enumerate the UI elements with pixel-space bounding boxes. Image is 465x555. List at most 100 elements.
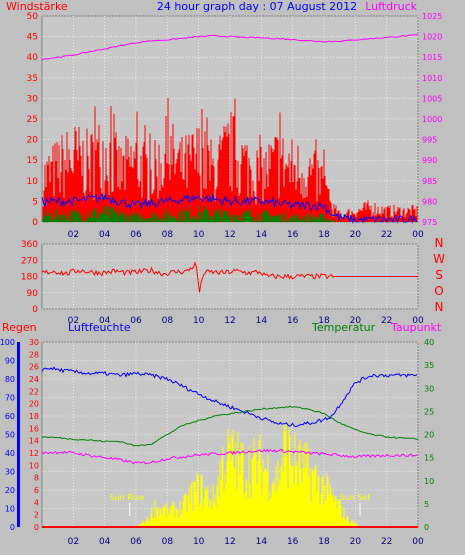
rain-tick-label: 26	[29, 363, 39, 372]
direction-time-tick: 16	[287, 316, 299, 326]
wind-tick-label: 5	[32, 197, 38, 207]
sun-set-label: Sun Set	[340, 493, 371, 502]
direction-tick-label: 90	[27, 289, 39, 299]
temperature-tick-label: 0	[424, 523, 429, 532]
climate-time-tick: 14	[256, 537, 268, 547]
temperature-tick-label: 25	[424, 407, 434, 416]
rain-tick-label: 0	[34, 523, 39, 532]
humidity-tick-label: 0	[10, 523, 15, 532]
wind-time-tick: 08	[162, 230, 174, 240]
direction-tick-label: 0	[32, 305, 38, 315]
wind-time-tick: 06	[130, 230, 142, 240]
sun-rise-label: Sun Rise	[109, 493, 144, 502]
humidity-tick-label: 70	[5, 394, 15, 403]
direction-tick-label: 360	[21, 240, 38, 250]
pressure-tick-label: 985	[422, 177, 437, 186]
wind-time-tick: 22	[381, 230, 392, 240]
rain-tick-label: 16	[29, 424, 39, 433]
direction-time-tick: 04	[99, 316, 111, 326]
temperature-tick-label: 10	[424, 477, 434, 486]
direction-compass-letter: N	[435, 300, 444, 314]
rain-tick-label: 4	[34, 498, 39, 507]
rain-tick-label: 10	[29, 461, 39, 470]
direction-compass-letter: N	[435, 236, 444, 250]
wind-time-tick: 00	[412, 230, 424, 240]
humidity-axis-bar	[17, 342, 20, 527]
wind-time-tick: 12	[224, 230, 235, 240]
temperature-tick-label: 15	[424, 454, 434, 463]
humidity-tick-label: 90	[5, 357, 15, 366]
climate-time-tick: 06	[130, 537, 142, 547]
humidity-tick-label: 80	[5, 375, 15, 384]
rain-tick-label: 22	[29, 387, 39, 396]
rain-tick-label: 8	[34, 474, 39, 483]
direction-compass-letter: S	[435, 268, 443, 282]
temperature-line	[41, 405, 419, 447]
rain-tick-label: 14	[29, 437, 39, 446]
pressure-tick-label: 1020	[422, 33, 442, 42]
direction-time-tick: 00	[412, 316, 424, 326]
pressure-line	[41, 34, 419, 61]
wind-time-tick: 14	[256, 230, 268, 240]
climate-time-tick: 02	[68, 537, 79, 547]
rain-tick-label: 20	[29, 400, 39, 409]
chart-title: 24 hour graph day : 07 August 2012	[157, 0, 357, 13]
temperature-tick-label: 5	[424, 500, 429, 509]
wind-tick-label: 50	[27, 12, 39, 22]
pressure-tick-label: 990	[422, 156, 437, 165]
pressure-axis-title: Luftdruck	[365, 0, 417, 13]
direction-time-tick: 22	[381, 316, 392, 326]
wind-tick-label: 45	[27, 33, 38, 43]
wind-time-tick: 16	[287, 230, 299, 240]
wind-tick-label: 10	[27, 177, 39, 187]
humidity-tick-label: 60	[5, 412, 15, 421]
temperature-tick-label: 35	[424, 361, 434, 370]
humidity-line	[41, 366, 418, 428]
direction-time-tick: 14	[256, 316, 268, 326]
wind-time-tick: 02	[68, 230, 79, 240]
dewpoint-axis-title: Taupunkt	[390, 321, 442, 334]
humidity-tick-label: 100	[0, 338, 15, 347]
rain-tick-label: 18	[29, 412, 39, 421]
direction-tick-label: 270	[21, 256, 38, 266]
direction-time-tick: 12	[224, 316, 235, 326]
wind-tick-label: 30	[27, 94, 39, 104]
wind-time-tick: 18	[318, 230, 330, 240]
direction-tick-label: 180	[21, 273, 38, 283]
rain-tick-label: 12	[29, 449, 39, 458]
humidity-tick-label: 50	[5, 431, 15, 440]
wind-time-tick: 10	[193, 230, 205, 240]
humidity-tick-label: 20	[5, 486, 15, 495]
pressure-tick-label: 1000	[422, 115, 442, 124]
rain-tick-label: 30	[29, 338, 39, 347]
wind-average-line	[41, 193, 418, 224]
pressure-tick-label: 975	[422, 218, 437, 227]
direction-time-tick: 08	[162, 316, 174, 326]
humidity-axis-title: Luftfeuchte	[68, 321, 131, 334]
humidity-tick-label: 40	[5, 449, 15, 458]
wind-tick-label: 40	[27, 53, 39, 63]
wind-time-tick: 04	[99, 230, 111, 240]
sun-series	[134, 424, 361, 527]
wind-tick-label: 15	[27, 156, 38, 166]
wind-tick-label: 35	[27, 74, 38, 84]
climate-time-tick: 22	[381, 537, 392, 547]
pressure-tick-label: 980	[422, 197, 437, 206]
wind-time-tick: 20	[350, 230, 362, 240]
direction-compass-letter: O	[434, 284, 443, 298]
direction-compass-letter: W	[433, 252, 445, 266]
climate-time-tick: 04	[99, 537, 111, 547]
wind-axis-title: Windstärke	[6, 0, 68, 13]
temperature-tick-label: 40	[424, 338, 434, 347]
pressure-tick-label: 995	[422, 136, 437, 145]
direction-time-tick: 18	[318, 316, 330, 326]
temperature-axis-title: Temperatur	[311, 321, 376, 334]
climate-time-tick: 08	[162, 537, 174, 547]
humidity-tick-label: 30	[5, 468, 15, 477]
climate-time-tick: 12	[224, 537, 235, 547]
wind-min-series	[42, 204, 340, 222]
wind-tick-label: 0	[32, 218, 38, 228]
temperature-tick-label: 20	[424, 431, 434, 440]
climate-time-tick: 16	[287, 537, 299, 547]
